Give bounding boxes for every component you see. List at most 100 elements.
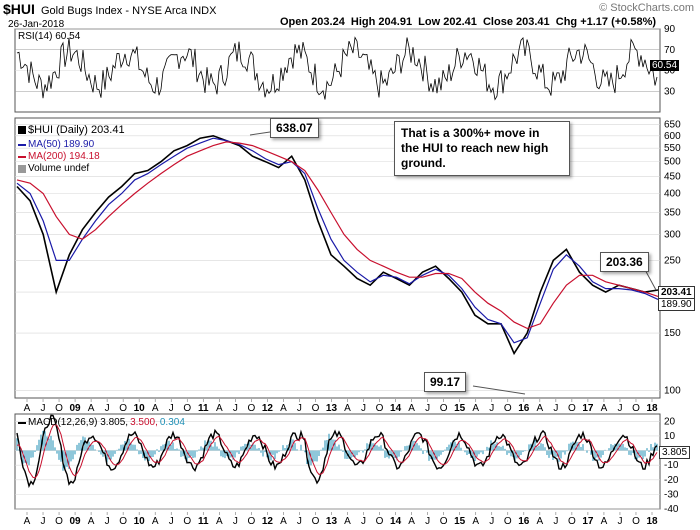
note-line-2: the HUI to reach new high [401, 141, 549, 155]
legend-ma50: MA(50) 189.90 [18, 139, 94, 150]
x-tick-label: J [553, 403, 558, 414]
x-tick-label: A [152, 516, 159, 527]
rsi-value-box: 60.54 [650, 60, 680, 71]
x-tick-label: 15 [454, 516, 466, 527]
x-tick-label: 13 [326, 516, 338, 527]
price-tick-label: 500 [664, 157, 681, 168]
rsi-tick-label: 30 [664, 86, 676, 97]
x-tick-label: O [440, 403, 448, 414]
x-tick-label: A [536, 516, 543, 527]
x-tick-label: O [183, 516, 191, 527]
price-tick-label: 450 [664, 172, 681, 183]
x-tick-label: 12 [262, 516, 274, 527]
x-tick-label: A [344, 516, 351, 527]
x-tick-label: 14 [390, 403, 402, 414]
legend-ma200-text: MA(200) 194.18 [28, 151, 100, 162]
macd-tick-label: -40 [664, 504, 679, 515]
high-pointer [249, 131, 271, 136]
macd-tick-label: -30 [664, 489, 679, 500]
watermark: © StockCharts.com [599, 2, 694, 14]
note-line-3: ground. [401, 156, 446, 170]
legend-volume-text: Volume undef [28, 163, 90, 174]
x-tick-label: 09 [70, 516, 82, 527]
low-callout: 99.17 [424, 372, 467, 392]
macd-panel [14, 413, 661, 510]
x-tick-label: 11 [198, 516, 209, 527]
price-tick-label: 300 [664, 229, 681, 240]
price-tick-label: 550 [664, 143, 681, 154]
x-tick-label: J [297, 403, 302, 414]
x-tick-label: A [408, 403, 415, 414]
x-tick-label: O [312, 403, 320, 414]
x-tick-label: 14 [390, 516, 402, 527]
x-tick-label: 18 [646, 403, 658, 414]
x-tick-label: O [247, 403, 255, 414]
symbol: $HUI Gold Bugs Index - NYSE Arca INDX [3, 1, 216, 17]
x-tick-label: O [183, 403, 191, 414]
x-tick-label: A [280, 403, 287, 414]
price-tick-label: 650 [664, 119, 681, 130]
legend-main-swatch [18, 126, 26, 134]
x-tick-label: J [233, 516, 238, 527]
rsi-tick-label: 90 [664, 24, 676, 35]
macd-signal-line [16, 423, 658, 479]
ma200-line [16, 141, 659, 330]
x-tick-label: J [489, 403, 494, 414]
x-tick-label: J [489, 516, 494, 527]
price-tick-label: 400 [664, 188, 681, 199]
x-tick-label: J [41, 403, 46, 414]
x-tick-label: J [361, 403, 366, 414]
x-tick-label: 10 [134, 516, 146, 527]
macd-tick-label: -20 [664, 475, 679, 486]
rsi-tick-label: 70 [664, 45, 676, 56]
x-tick-label: O [247, 516, 255, 527]
macd-line [16, 414, 658, 489]
ma-value-box: 189.90 [658, 298, 695, 311]
rsi-label: RSI(14) 60.54 [18, 31, 80, 42]
x-tick-label: O [568, 403, 576, 414]
x-tick-label: A [24, 403, 31, 414]
legend-ma50-text: MA(50) 189.90 [28, 139, 95, 150]
price-tick-label: 150 [664, 328, 681, 339]
x-tick-label: J [169, 516, 174, 527]
macd-tick-label: 10 [664, 431, 676, 442]
recent-callout: 203.36 [600, 252, 649, 272]
x-tick-label: 11 [198, 403, 209, 414]
x-tick-label: J [617, 403, 622, 414]
index-name: Gold Bugs Index - NYSE Arca INDX [40, 5, 217, 17]
price-tick-label: 350 [664, 207, 681, 218]
macd-label: MACD(12,26,9) 3.805, 3.500, 0.304 [18, 417, 185, 428]
x-tick-label: J [233, 403, 238, 414]
x-tick-label: A [344, 403, 351, 414]
legend-main-text: $HUI (Daily) 203.41 [28, 124, 125, 136]
x-tick-label: 13 [326, 403, 338, 414]
x-tick-label: 15 [454, 403, 466, 414]
rsi-label-text: RSI(14) 60.54 [18, 31, 81, 42]
note-callout: That is a 300%+ move in the HUI to reach… [394, 121, 570, 176]
x-tick-label: O [119, 403, 127, 414]
low-pointer [472, 385, 526, 395]
x-tick-label: A [24, 516, 31, 527]
x-tick-label: A [88, 403, 95, 414]
x-tick-label: 17 [582, 403, 594, 414]
rsi-line [16, 36, 658, 101]
x-tick-label: A [472, 516, 479, 527]
price-tick-label: 250 [664, 255, 681, 266]
x-tick-label: A [216, 516, 223, 527]
macd-label-blue: 0.304 [159, 417, 185, 428]
price-tick-label: 100 [664, 386, 681, 397]
x-tick-label: O [632, 516, 640, 527]
x-tick-label: O [504, 516, 512, 527]
macd-tick-label: -10 [664, 460, 679, 471]
x-tick-label: A [280, 516, 287, 527]
x-tick-label: A [88, 516, 95, 527]
x-tick-label: J [425, 516, 430, 527]
legend-volume: Volume undef [18, 163, 89, 174]
x-tick-label: A [601, 403, 608, 414]
x-tick-label: A [408, 516, 415, 527]
x-tick-label: A [601, 516, 608, 527]
price-line [16, 134, 659, 356]
legend-ma50-swatch [18, 143, 26, 146]
ohlc-summary: Open 203.24 High 204.91 Low 202.41 Close… [280, 16, 657, 28]
